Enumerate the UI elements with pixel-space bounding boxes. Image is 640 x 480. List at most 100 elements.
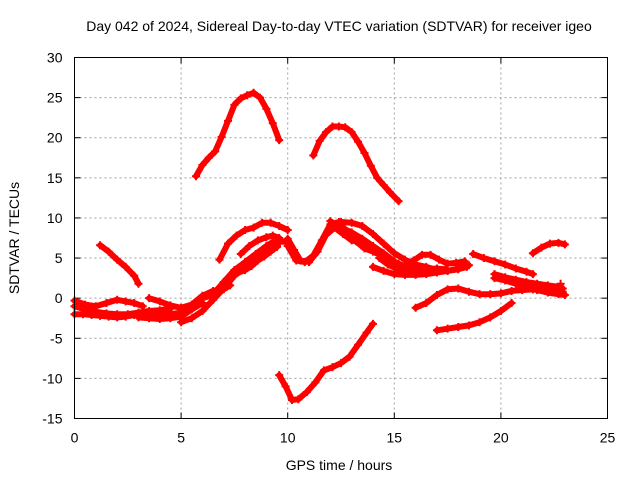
data-point <box>460 257 469 266</box>
data-point <box>230 270 239 279</box>
data-point <box>537 243 546 252</box>
data-point <box>260 252 269 261</box>
data-point <box>443 266 452 275</box>
data-point <box>292 256 301 265</box>
data-point <box>469 250 478 259</box>
data-point <box>155 297 164 306</box>
x-tick-label: 25 <box>600 430 616 446</box>
data-point <box>558 284 567 293</box>
data-point <box>322 128 331 137</box>
data-point <box>130 271 139 280</box>
data-point <box>315 136 324 145</box>
data-point <box>300 258 309 267</box>
data-point <box>347 218 356 227</box>
data-point <box>177 318 186 327</box>
data-point <box>379 239 388 248</box>
data-point <box>247 262 256 271</box>
data-point <box>400 270 409 279</box>
data-point <box>432 290 441 299</box>
data-point <box>496 289 505 298</box>
data-point <box>368 319 377 328</box>
data-point <box>432 268 441 277</box>
data-point <box>362 328 371 337</box>
data-point <box>454 323 463 332</box>
data-point <box>251 251 260 260</box>
data-point <box>390 249 399 258</box>
y-tick-label: 30 <box>47 50 63 66</box>
data-point <box>386 188 395 197</box>
data-point <box>266 247 275 256</box>
data-point <box>454 264 463 273</box>
plot-frame <box>74 57 608 419</box>
series-arc-10 <box>230 242 282 279</box>
data-point <box>556 279 565 288</box>
x-tick-label: 0 <box>71 430 79 446</box>
data-point <box>341 123 350 132</box>
data-point <box>217 132 226 141</box>
data-point <box>507 298 516 307</box>
data-point <box>422 270 431 279</box>
data-point <box>360 244 369 253</box>
data-point <box>383 260 392 269</box>
data-point <box>241 225 250 234</box>
data-point <box>138 302 147 311</box>
data-point <box>392 264 401 273</box>
data-point <box>543 288 552 297</box>
data-point <box>275 221 284 230</box>
series-arc-28 <box>275 319 377 405</box>
data-point <box>366 161 375 170</box>
data-point <box>104 312 113 321</box>
data-point <box>268 119 277 128</box>
data-point <box>545 239 554 248</box>
data-point <box>464 287 473 296</box>
data-point <box>443 285 452 294</box>
series-arc-12 <box>236 231 284 259</box>
chart-title: Day 042 of 2024, Sidereal Day-to-day VTE… <box>86 18 592 34</box>
data-point <box>283 225 292 234</box>
data-point <box>326 217 335 226</box>
y-axis-label: SDTVAR / TECUs <box>6 182 22 294</box>
data-point <box>91 302 100 311</box>
data-point <box>283 234 292 243</box>
data-point <box>411 303 420 312</box>
data-point <box>253 256 262 265</box>
data-point <box>187 305 196 314</box>
data-point <box>283 242 292 251</box>
data-point <box>215 255 224 264</box>
data-point <box>311 378 320 387</box>
data-point <box>134 313 143 322</box>
data-point <box>317 236 326 245</box>
data-point <box>426 250 435 259</box>
data-point <box>528 270 537 279</box>
data-point <box>337 359 345 368</box>
data-point <box>443 324 452 333</box>
data-point <box>345 352 354 361</box>
axis-ticks: 0 5 10 15 20 25 -15 -10 -5 0 5 10 15 20 25 30 <box>42 50 615 446</box>
data-point <box>464 321 473 330</box>
data-point <box>121 297 130 306</box>
data-point <box>273 242 282 251</box>
y-tick-label: 0 <box>55 290 63 306</box>
data-point <box>522 267 531 276</box>
data-point <box>104 247 113 256</box>
data-point <box>560 290 569 299</box>
series-trace <box>193 89 283 180</box>
data-point <box>134 279 143 288</box>
data-point <box>435 255 444 264</box>
x-tick-label: 5 <box>177 430 185 446</box>
data-point <box>266 218 275 227</box>
data-point <box>79 310 88 319</box>
data-point <box>475 318 484 327</box>
y-tick-label: 20 <box>47 130 63 146</box>
data-point <box>347 128 356 137</box>
data-point <box>490 274 499 283</box>
data-point <box>379 266 388 275</box>
data-point <box>145 294 154 303</box>
x-tick-label: 10 <box>280 430 296 446</box>
data-point <box>379 181 388 190</box>
series-arc-18 <box>368 261 473 279</box>
x-axis-label: GPS time / hours <box>286 457 393 473</box>
data-point <box>258 218 267 227</box>
data-point <box>145 314 154 323</box>
